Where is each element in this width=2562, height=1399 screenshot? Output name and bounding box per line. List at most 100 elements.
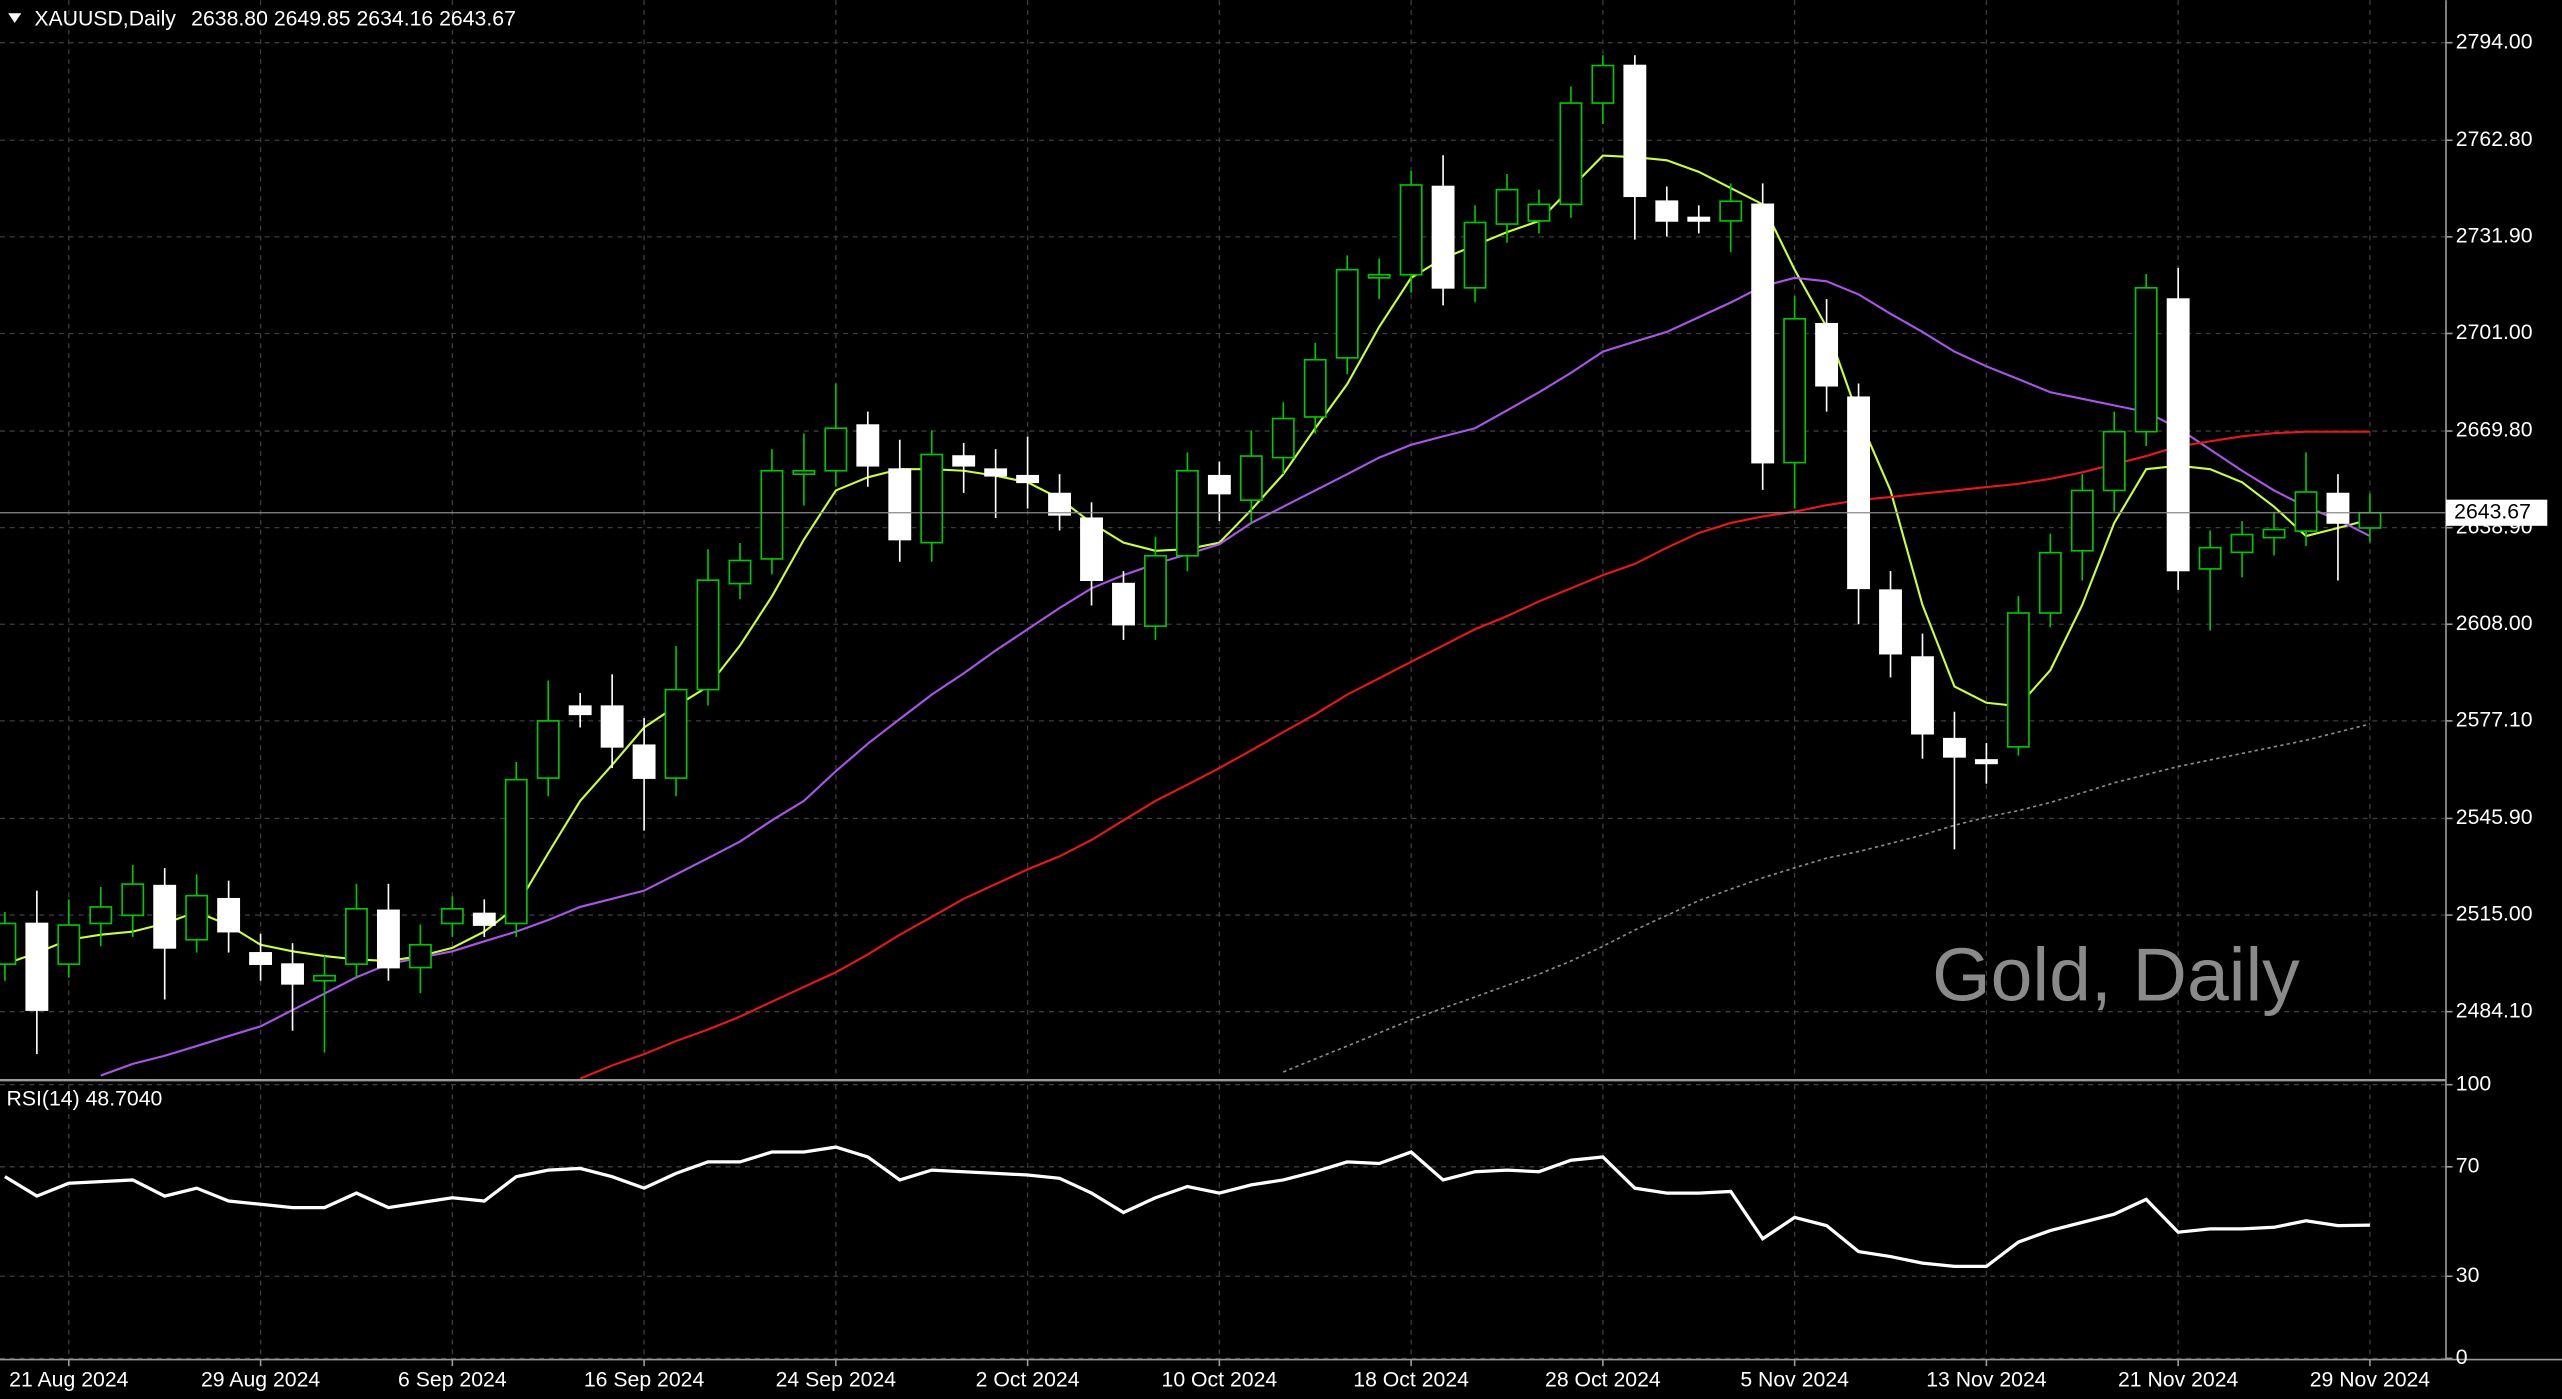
candle-body (1207, 474, 1231, 495)
candle-body (856, 424, 880, 467)
candle-body (1335, 268, 1359, 359)
candle-body (1974, 759, 1998, 765)
candle-body (313, 974, 336, 982)
candle-body (984, 468, 1008, 477)
y-tick-label: 2669.80 (2456, 418, 2533, 442)
candle-body (1144, 554, 1167, 627)
ohlc-readout: 2638.80 2649.85 2634.16 2643.67 (191, 6, 516, 30)
chart-title: XAUUSD,Daily (34, 6, 176, 30)
candle-body (2102, 430, 2126, 492)
x-tick-label: 10 Oct 2024 (1162, 1367, 1278, 1391)
candle-body (1559, 102, 1583, 206)
x-tick-label: 5 Nov 2024 (1740, 1367, 1849, 1391)
candle-body (185, 894, 209, 941)
candle-body (1048, 492, 1072, 516)
y-tick-label: 2794.00 (2456, 29, 2533, 53)
y-tick-label: 30 (2456, 1263, 2480, 1287)
candle-body (760, 469, 784, 560)
moving-average-line (1282, 723, 2371, 1073)
y-tick-label: 2515.00 (2456, 902, 2533, 926)
candle-body (920, 453, 944, 544)
candle-body (376, 909, 400, 969)
candle-body (472, 912, 496, 926)
candle-body (2006, 612, 2030, 748)
candle-body (504, 778, 528, 925)
candle-body (824, 427, 848, 472)
candle-body (1399, 184, 1423, 276)
candle-body (1879, 589, 1902, 655)
x-tick-label: 28 Oct 2024 (1545, 1367, 1661, 1391)
candle-body (2134, 287, 2158, 433)
candle-body (281, 963, 304, 985)
x-tick-label: 16 Sep 2024 (584, 1367, 705, 1391)
candle-body (792, 469, 816, 476)
y-tick-label: 2608.00 (2456, 611, 2533, 635)
y-tick-label: 0 (2456, 1345, 2468, 1369)
candle-body (1080, 517, 1103, 581)
candle-body (1271, 417, 1295, 459)
candle-body (2038, 551, 2062, 614)
candle-body (728, 559, 752, 585)
x-tick-label: 21 Nov 2024 (2118, 1367, 2239, 1391)
y-tick-label: 100 (2456, 1071, 2491, 1095)
candle-body (1527, 203, 1551, 222)
y-tick-label: 2762.80 (2456, 127, 2533, 151)
candle-body (536, 720, 560, 779)
candle-body (2262, 528, 2286, 539)
candle-body (2294, 491, 2318, 532)
candle-body (1239, 455, 1263, 501)
candle-body (1687, 216, 1711, 222)
candle-body (345, 907, 368, 965)
x-tick-label: 21 Aug 2024 (9, 1367, 128, 1391)
candle-body (696, 579, 720, 691)
candle-body (440, 907, 464, 925)
candle-body (1847, 396, 1870, 590)
candle-body (1655, 200, 1679, 222)
candle-body (2198, 546, 2222, 570)
watermark: Gold, Daily (1932, 932, 2300, 1016)
rsi-title: RSI(14) 48.7040 (7, 1086, 163, 1110)
x-tick-label: 29 Nov 2024 (2310, 1367, 2431, 1391)
candle-body (888, 468, 912, 541)
candle-body (1431, 185, 1455, 289)
mark-layer (0, 55, 2446, 1269)
candle-body (217, 897, 241, 933)
candle-body (2230, 533, 2254, 554)
candle-body (1303, 358, 1327, 418)
candle-body (632, 744, 656, 779)
candle-body (121, 883, 145, 917)
candle-body (1463, 221, 1487, 289)
candle-body (0, 922, 17, 965)
x-tick-label: 24 Sep 2024 (776, 1367, 897, 1391)
current-price-tag (2445, 499, 2548, 526)
candle-body (1719, 200, 1743, 222)
candle-body (153, 884, 177, 949)
rsi-line (4, 1145, 2370, 1269)
x-tick-label: 29 Aug 2024 (201, 1367, 320, 1391)
x-tick-label: 2 Oct 2024 (976, 1367, 1080, 1391)
candle-body (2358, 511, 2382, 529)
candle-body (25, 922, 49, 1011)
candle-body (2166, 298, 2190, 572)
candle-body (1495, 188, 1519, 225)
candle-body (1016, 474, 1040, 484)
candle-body (1911, 656, 1934, 735)
candle-body (664, 688, 688, 779)
moving-average-line (100, 276, 2371, 1077)
candle-body (408, 943, 432, 969)
candle-body (1815, 322, 1839, 387)
axis-layer: 2794.002762.802731.902701.002669.802638.… (9, 29, 2548, 1391)
candle-body (1943, 737, 1966, 758)
candle-body (952, 455, 976, 467)
menu-triangle[interactable] (8, 13, 22, 24)
moving-average-line (579, 430, 2370, 1080)
candle-body (89, 906, 113, 925)
y-tick-label: 2484.10 (2456, 998, 2533, 1022)
candle-body (600, 705, 624, 748)
candle-body (2070, 489, 2094, 552)
candle-body (568, 705, 592, 716)
y-tick-label: 70 (2456, 1153, 2480, 1177)
